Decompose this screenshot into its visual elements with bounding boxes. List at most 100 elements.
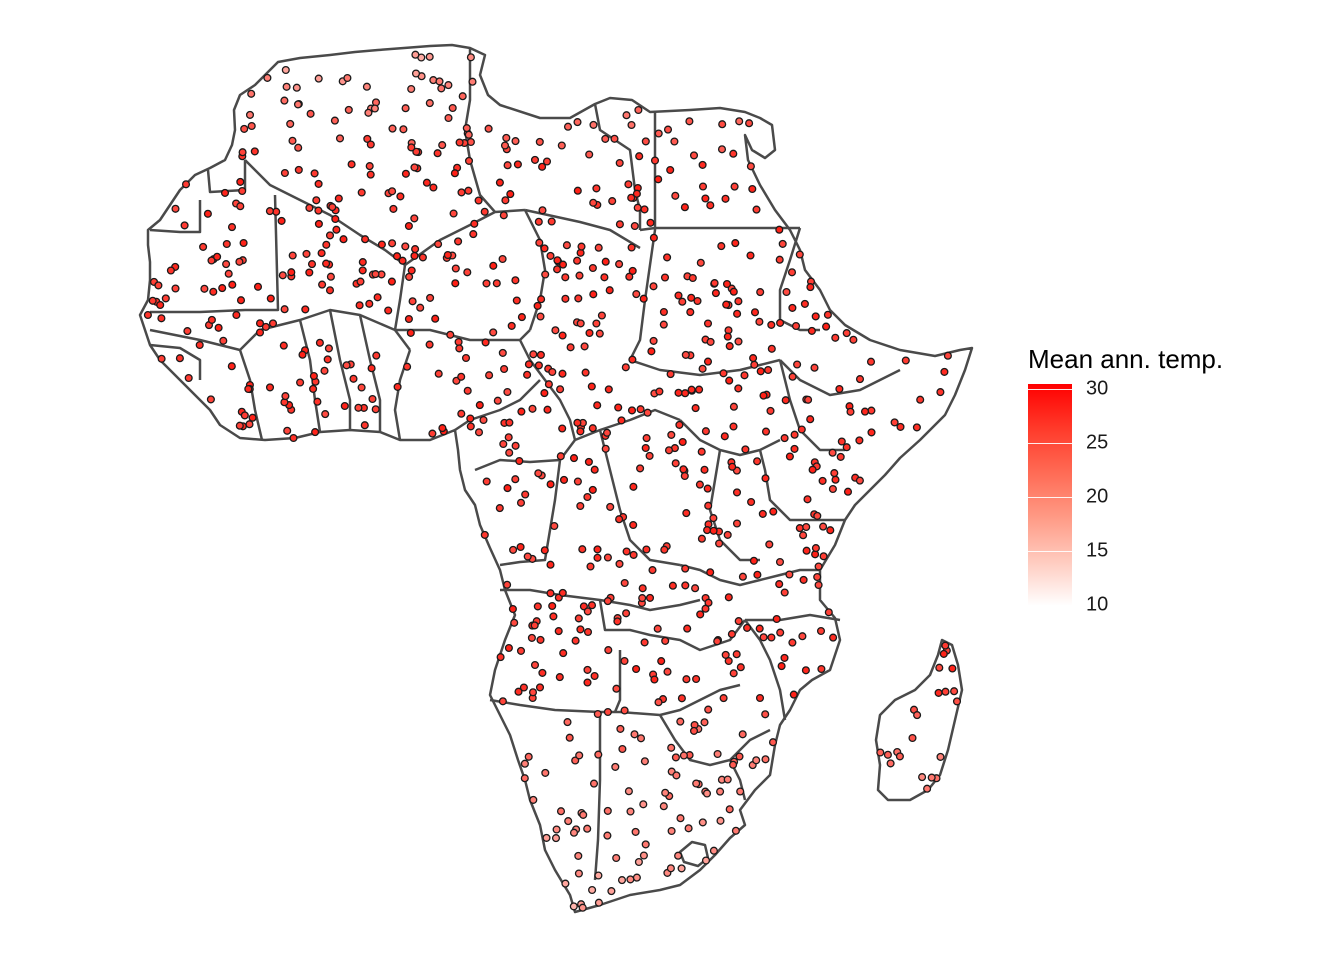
station-point [530, 155, 540, 164]
station-point [357, 383, 366, 392]
station-point [489, 328, 498, 337]
station-point [498, 697, 507, 706]
station-point [698, 182, 708, 191]
station-point [357, 188, 366, 197]
station-point [765, 540, 774, 549]
station-point [759, 633, 768, 642]
station-point [535, 683, 545, 692]
station-point [586, 562, 595, 571]
station-point [628, 266, 637, 275]
station-point [736, 787, 745, 796]
station-point [410, 163, 419, 172]
station-point [499, 439, 508, 449]
station-point [503, 161, 512, 170]
station-point [412, 147, 421, 156]
station-point [387, 277, 396, 286]
station-point [171, 204, 180, 213]
station-point [700, 718, 709, 727]
station-point [536, 635, 545, 644]
station-point [575, 751, 584, 760]
station-point [680, 471, 689, 481]
station-point [642, 545, 651, 554]
station-point [503, 484, 512, 493]
station-point [638, 594, 647, 603]
station-point [463, 268, 472, 277]
station-point [800, 299, 809, 308]
station-point [265, 383, 275, 392]
station-point [411, 50, 420, 59]
station-point [457, 372, 466, 381]
station-point [831, 475, 840, 484]
station-point [344, 105, 353, 114]
station-point [589, 290, 598, 299]
station-point [646, 218, 655, 227]
station-point [326, 272, 335, 281]
station-point [675, 420, 684, 429]
station-point [713, 749, 722, 759]
station-point [729, 149, 738, 158]
legend-tick-label: 10 [1086, 593, 1109, 616]
station-point [498, 348, 507, 357]
station-point [735, 117, 744, 126]
station-point [358, 266, 367, 275]
station-point [474, 196, 483, 205]
station-point [354, 403, 363, 412]
station-point [389, 204, 398, 213]
station-point [148, 296, 157, 305]
station-point [588, 885, 597, 895]
station-point [213, 252, 222, 261]
station-point [510, 618, 519, 627]
station-point [729, 287, 738, 296]
station-point [729, 402, 738, 411]
station-point [725, 376, 734, 385]
station-point [401, 169, 410, 178]
station-point [681, 350, 690, 359]
station-points [143, 50, 962, 912]
station-point [788, 638, 797, 647]
station-point [606, 502, 615, 511]
station-point [255, 328, 265, 337]
station-point [749, 354, 758, 363]
station-point [842, 329, 851, 338]
station-point [498, 254, 507, 264]
station-point [678, 297, 687, 306]
station-point [238, 148, 247, 157]
station-point [696, 610, 705, 619]
station-point [181, 180, 191, 189]
station-point [546, 560, 555, 569]
station-point [759, 391, 768, 400]
station-point [446, 330, 455, 339]
station-point [734, 384, 743, 393]
station-point [939, 649, 948, 658]
legend-tick-label: 15 [1086, 539, 1109, 562]
station-point [358, 258, 367, 267]
station-point [463, 386, 472, 395]
station-point [814, 562, 823, 571]
station-point [867, 406, 876, 415]
station-point [310, 169, 319, 178]
station-point [505, 448, 514, 457]
station-point [343, 73, 352, 83]
station-point [434, 369, 443, 378]
station-point [366, 140, 375, 149]
station-point [549, 612, 558, 621]
station-point [554, 627, 563, 636]
station-point [393, 382, 402, 391]
station-point [558, 424, 567, 433]
station-point [406, 328, 415, 337]
station-point [785, 570, 794, 579]
station-point [636, 405, 645, 414]
station-point [896, 422, 905, 431]
station-point [802, 522, 811, 532]
station-point [764, 365, 773, 375]
station-point [593, 401, 602, 410]
station-point [677, 694, 686, 703]
station-point [617, 876, 627, 885]
station-point [660, 545, 669, 554]
station-point [451, 279, 460, 288]
station-point [392, 252, 402, 261]
station-point [640, 757, 649, 766]
station-point [725, 342, 734, 351]
station-point [589, 120, 598, 129]
station-point [713, 637, 722, 646]
